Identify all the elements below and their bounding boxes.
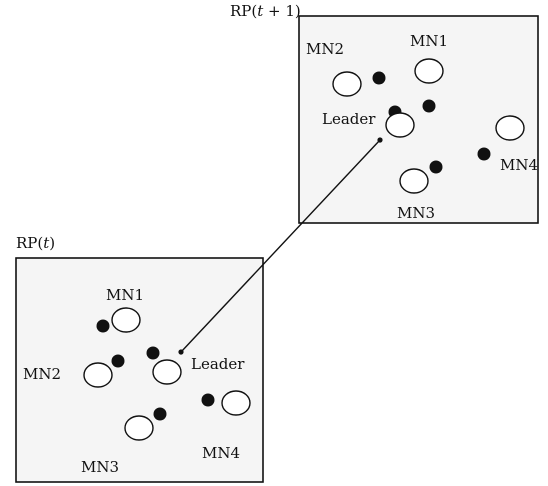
panel-frame	[15, 257, 264, 483]
leader-dot	[146, 346, 160, 360]
leader-position-circle	[152, 359, 182, 385]
mn2-position-circle	[83, 362, 113, 388]
movement-start-point	[178, 349, 184, 355]
mn2-dot	[111, 354, 125, 368]
node-label-mn1: MN1	[106, 286, 144, 304]
mn3-dot	[429, 160, 443, 174]
panel-rp-t: RP(t) MN1 MN2 Leader MN4 MN3	[15, 234, 264, 483]
node-label-leader: Leader	[322, 110, 376, 128]
node-label-mn4: MN4	[202, 444, 240, 462]
mn1-dot	[96, 319, 110, 333]
node-label-mn4: MN4	[500, 156, 538, 174]
mn4-dot	[201, 393, 215, 407]
leader-position-circle	[385, 112, 415, 138]
movement-end-point	[377, 137, 383, 143]
node-label-mn3: MN3	[81, 458, 119, 476]
mn2-position-circle	[332, 71, 362, 97]
mn1-position-circle	[111, 307, 141, 333]
mn3-position-circle	[399, 168, 429, 194]
mn4-position-circle	[221, 390, 251, 416]
mn4-dot	[477, 147, 491, 161]
mn2-dot	[372, 71, 386, 85]
node-label-mn1: MN1	[410, 32, 448, 50]
movement-line	[180, 139, 381, 353]
mn3-position-circle	[124, 415, 154, 441]
node-label-leader: Leader	[191, 355, 245, 373]
panel-title: RP(t)	[16, 234, 55, 252]
reference-point-movement	[178, 137, 383, 355]
node-label-mn3: MN3	[397, 204, 435, 222]
node-label-mn2: MN2	[306, 40, 344, 58]
mn1-dot	[422, 99, 436, 113]
mn4-position-circle	[495, 115, 525, 141]
mn3-dot	[153, 407, 167, 421]
panel-rp-t-plus-1: RP(t + 1) MN2 MN1 Leader MN4 MN3	[230, 2, 539, 224]
mn1-position-circle	[414, 58, 444, 84]
panel-title: RP(t + 1)	[230, 2, 301, 20]
node-label-mn2: MN2	[23, 365, 61, 383]
